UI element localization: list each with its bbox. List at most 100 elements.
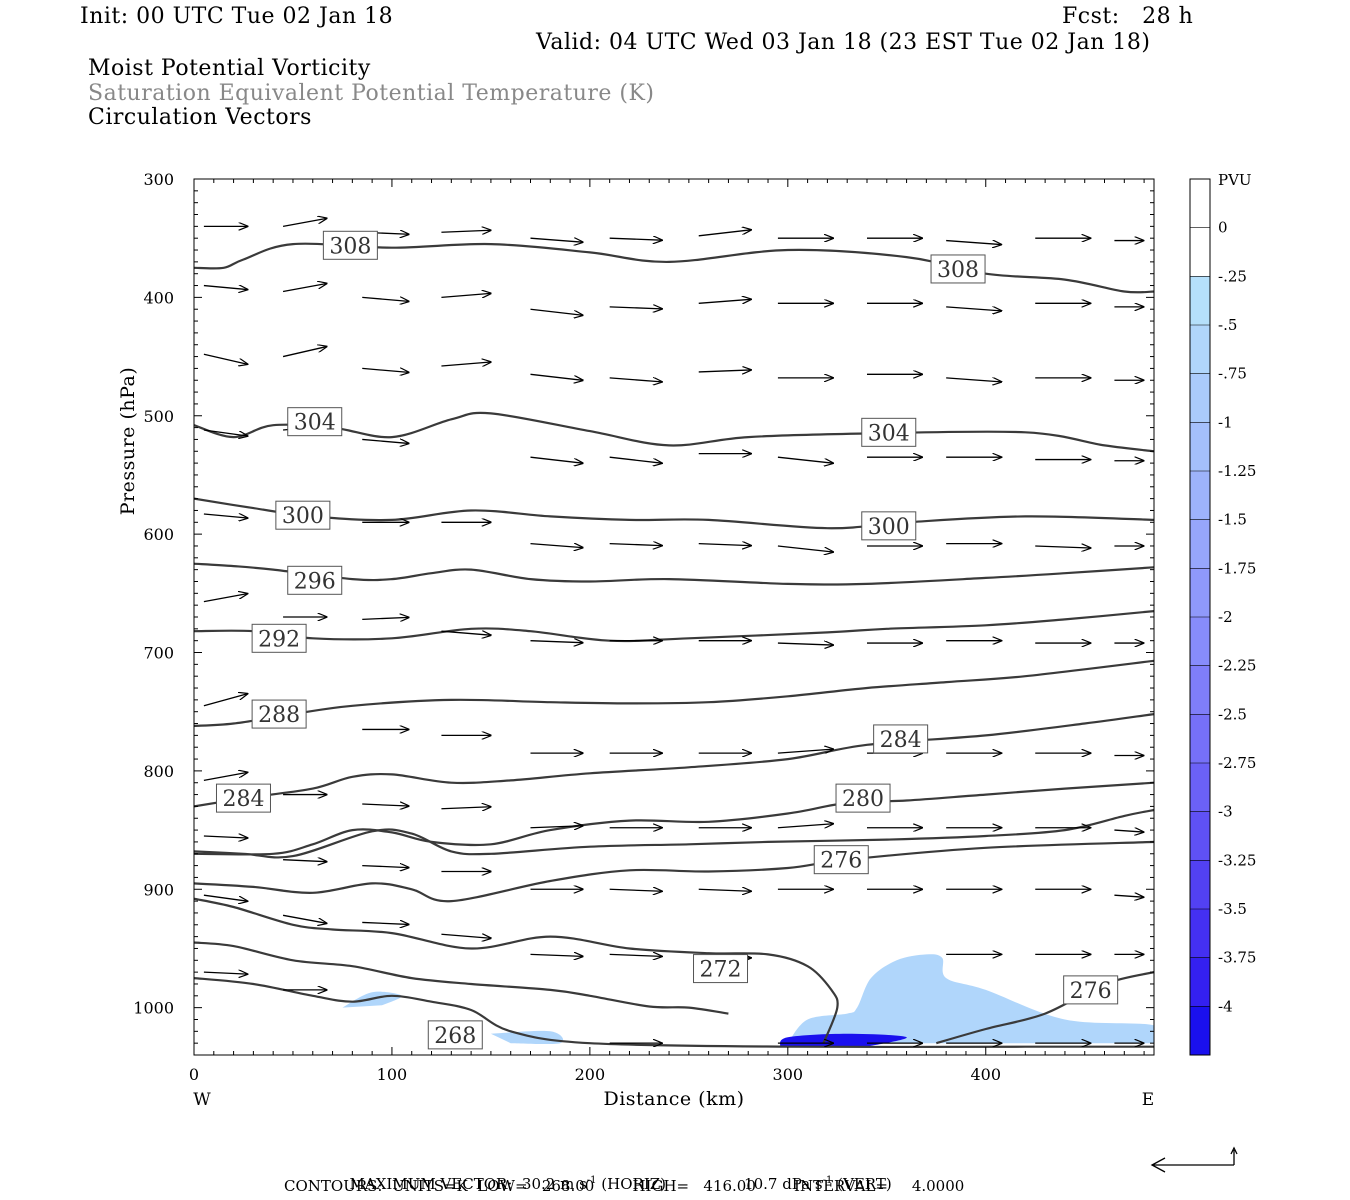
svg-text:296: 296 bbox=[294, 569, 336, 594]
colorbar-level-label: -1.25 bbox=[1218, 462, 1256, 480]
contour-label-304: 304 bbox=[287, 407, 343, 437]
pv-shading-region-2 bbox=[490, 1030, 564, 1045]
x-tick-label: 0 bbox=[189, 1065, 199, 1084]
circulation-vector bbox=[530, 826, 582, 828]
circulation-vector bbox=[777, 749, 833, 754]
contour-label-280: 280 bbox=[835, 783, 891, 813]
colorbar-swatch bbox=[1190, 811, 1210, 861]
contour-label-292: 292 bbox=[251, 623, 307, 653]
circulation-vector bbox=[530, 641, 582, 643]
contour-info: CONTOURS: UNITS=K LOW= 268.00 HIGH= 416.… bbox=[284, 1177, 965, 1195]
colorbar-swatch bbox=[1190, 568, 1210, 618]
circulation-vector bbox=[609, 544, 662, 546]
svg-text:300: 300 bbox=[282, 504, 324, 529]
init-time: Init: 00 UTC Tue 02 Jan 18 bbox=[80, 4, 394, 29]
field-title-vectors: Circulation Vectors bbox=[88, 105, 312, 130]
colorbar-level-label: -3.5 bbox=[1218, 900, 1247, 918]
svg-text:308: 308 bbox=[329, 234, 371, 259]
y-tick-label: 800 bbox=[143, 762, 174, 781]
contour-label-268: 268 bbox=[427, 1020, 483, 1050]
circulation-vector bbox=[203, 694, 248, 707]
contour-label-276: 276 bbox=[1063, 975, 1119, 1005]
circulation-vector bbox=[362, 617, 408, 619]
circulation-vector bbox=[441, 807, 490, 809]
colorbar-swatch bbox=[1190, 276, 1210, 326]
svg-text:276: 276 bbox=[1070, 979, 1112, 1004]
y-tick-label: 500 bbox=[143, 407, 174, 426]
reference-vector-icon bbox=[1150, 1146, 1238, 1173]
circulation-vector bbox=[362, 368, 408, 372]
circulation-vector bbox=[530, 456, 582, 463]
circulation-vector bbox=[609, 889, 662, 891]
theta-contour-284 bbox=[194, 713, 1154, 808]
svg-text:292: 292 bbox=[258, 627, 300, 652]
field-title-mpv: Moist Potential Vorticity bbox=[88, 56, 371, 81]
svg-text:308: 308 bbox=[937, 258, 979, 283]
colorbar-unit: PVU bbox=[1218, 171, 1252, 189]
circulation-vector bbox=[282, 218, 327, 227]
theta-contour-unlabeled bbox=[194, 941, 729, 1015]
colorbar-level-label: -.5 bbox=[1218, 316, 1237, 334]
colorbar-level-label: -2.25 bbox=[1218, 657, 1256, 675]
circulation-vector bbox=[1114, 895, 1143, 897]
x-end-label-east: E bbox=[1142, 1090, 1154, 1110]
x-tick-label: 400 bbox=[970, 1065, 1001, 1084]
theta-contour-300 bbox=[194, 497, 1154, 530]
svg-text:288: 288 bbox=[258, 703, 300, 728]
colorbar-swatch bbox=[1190, 860, 1210, 910]
colorbar-level-label: 0 bbox=[1218, 219, 1228, 237]
circulation-vector bbox=[609, 238, 662, 240]
circulation-vector bbox=[609, 378, 662, 382]
colorbar-swatch bbox=[1190, 519, 1210, 569]
circulation-vector bbox=[283, 860, 327, 862]
circulation-vector bbox=[698, 299, 751, 303]
max-vector-horiz-exp: -1 bbox=[586, 1175, 597, 1186]
colorbar-level-label: -3.75 bbox=[1218, 949, 1256, 967]
circulation-vector bbox=[609, 456, 662, 463]
max-vector-vert-exp: -1 bbox=[822, 1175, 833, 1186]
contour-label-276: 276 bbox=[813, 845, 869, 875]
svg-text:284: 284 bbox=[880, 728, 922, 753]
theta-contour-288 bbox=[194, 659, 1154, 727]
contour-label-272: 272 bbox=[693, 954, 749, 984]
circulation-vector bbox=[698, 544, 751, 546]
colorbar-level-label: -.25 bbox=[1218, 267, 1247, 285]
colorbar-swatch bbox=[1190, 1006, 1210, 1056]
circulation-vector bbox=[362, 804, 408, 806]
x-tick-label: 100 bbox=[377, 1065, 408, 1084]
y-tick-label: 400 bbox=[143, 288, 174, 307]
circulation-vector bbox=[777, 456, 833, 463]
circulation-vector bbox=[362, 866, 408, 868]
circulation-vector bbox=[362, 439, 408, 443]
circulation-vector bbox=[609, 954, 662, 956]
colorbar-swatch bbox=[1190, 763, 1210, 813]
circulation-vector bbox=[609, 307, 662, 309]
colorbar-level-label: -1 bbox=[1218, 413, 1233, 431]
colorbar-level-label: -3 bbox=[1218, 803, 1233, 821]
y-tick-label: 900 bbox=[143, 880, 174, 899]
theta-contour-276 bbox=[935, 971, 1154, 1045]
y-tick-label: 1000 bbox=[133, 999, 174, 1018]
colorbar-swatch bbox=[1190, 957, 1210, 1007]
y-tick-label: 700 bbox=[143, 644, 174, 663]
theta-contour-308 bbox=[194, 242, 1154, 294]
theta-contour-272 bbox=[194, 897, 839, 1044]
colorbar-level-label: -3.25 bbox=[1218, 851, 1256, 869]
circulation-vector bbox=[203, 429, 248, 436]
circulation-vector bbox=[1035, 546, 1090, 548]
contour-label-284: 284 bbox=[873, 724, 929, 754]
theta-contour-280 bbox=[194, 781, 1154, 856]
theta-contour-292 bbox=[194, 610, 1154, 643]
y-axis-label: Pressure (hPa) bbox=[117, 367, 139, 516]
contour-label-304: 304 bbox=[861, 417, 917, 447]
pv-shading-region-0 bbox=[787, 954, 1154, 1044]
field-title-thetae: Saturation Equivalent Potential Temperat… bbox=[88, 81, 655, 106]
forecast-hour: Fcst: 28 h bbox=[1062, 4, 1194, 29]
circulation-vector bbox=[282, 914, 327, 923]
colorbar-swatch bbox=[1190, 325, 1210, 375]
valid-time: Valid: 04 UTC Wed 03 Jan 18 (23 EST Tue … bbox=[536, 30, 1151, 55]
circulation-vector bbox=[530, 954, 582, 956]
svg-text:280: 280 bbox=[842, 787, 884, 812]
contour-label-284: 284 bbox=[215, 783, 271, 813]
